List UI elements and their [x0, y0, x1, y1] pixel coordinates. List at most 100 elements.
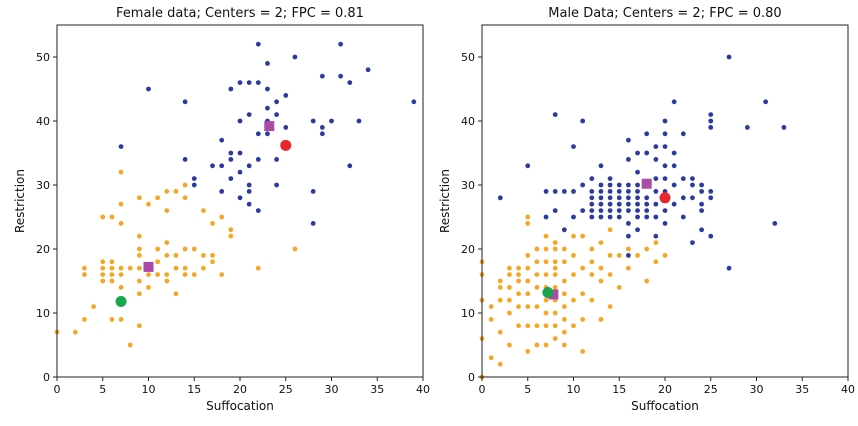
data-point	[699, 189, 704, 194]
data-point	[598, 208, 604, 214]
data-point	[552, 246, 558, 252]
data-point	[146, 285, 151, 290]
data-point	[671, 182, 677, 188]
data-point	[552, 240, 558, 246]
data-point	[228, 176, 234, 182]
data-point	[219, 163, 225, 169]
data-point	[699, 182, 704, 188]
data-point	[310, 118, 316, 124]
data-point	[497, 361, 503, 367]
data-point	[744, 125, 750, 130]
data-point	[662, 253, 668, 258]
y-tick-label: 20	[36, 243, 50, 256]
data-point	[201, 253, 206, 258]
data-point	[136, 246, 142, 252]
data-point	[671, 163, 677, 169]
data-point	[191, 272, 197, 277]
data-point	[182, 195, 188, 201]
data-point	[219, 272, 225, 277]
data-point	[571, 323, 576, 329]
data-point	[507, 265, 512, 271]
data-point	[589, 259, 595, 265]
data-point	[319, 73, 325, 79]
data-point	[146, 201, 151, 207]
chart-title: Female data; Centers = 2; FPC = 0.81	[116, 6, 364, 21]
data-point	[552, 189, 558, 194]
data-point	[680, 214, 686, 220]
data-point	[552, 323, 558, 329]
data-point	[109, 272, 115, 277]
data-point	[635, 195, 640, 201]
data-point	[616, 195, 622, 201]
data-point	[136, 278, 142, 284]
data-point	[497, 329, 503, 335]
data-point	[607, 253, 613, 258]
data-point	[662, 118, 668, 124]
data-point	[525, 349, 531, 354]
data-point	[210, 163, 215, 169]
data-point	[164, 253, 170, 258]
data-point	[292, 246, 298, 252]
data-point	[571, 297, 576, 303]
data-point	[319, 131, 325, 137]
data-point	[516, 323, 521, 329]
data-point	[598, 189, 604, 194]
y-tick-label: 40	[36, 115, 50, 128]
data-point	[534, 342, 540, 348]
data-point	[411, 99, 417, 105]
data-point	[543, 189, 549, 194]
data-point	[219, 214, 225, 220]
data-point	[136, 265, 142, 271]
data-point	[182, 182, 188, 188]
data-point	[274, 99, 279, 105]
data-point	[516, 291, 521, 297]
data-point	[91, 304, 96, 309]
data-point	[589, 214, 595, 220]
data-point	[173, 253, 179, 258]
x-tick-label: 0	[54, 383, 61, 396]
data-point	[82, 265, 87, 271]
x-tick-label: 20	[233, 383, 247, 396]
data-point	[552, 112, 558, 117]
data-point	[488, 304, 494, 309]
y-tick-label: 10	[36, 307, 50, 320]
data-point	[552, 259, 558, 265]
data-point	[607, 272, 613, 277]
data-point	[589, 246, 595, 252]
data-point	[534, 259, 540, 265]
data-point	[118, 169, 124, 175]
data-point	[525, 253, 531, 258]
data-point	[580, 291, 586, 297]
data-point	[726, 54, 732, 60]
data-point	[772, 221, 778, 226]
data-point	[708, 112, 714, 117]
data-point	[708, 233, 714, 239]
data-point	[653, 176, 659, 182]
data-point	[497, 285, 503, 290]
data-point	[265, 105, 270, 111]
x-tick-label: 10	[142, 383, 156, 396]
data-point	[525, 291, 531, 297]
data-point	[635, 253, 640, 258]
data-point	[671, 150, 677, 156]
data-point	[182, 246, 188, 252]
data-point	[635, 227, 640, 233]
data-point	[82, 317, 87, 322]
data-point	[488, 317, 494, 322]
data-point	[338, 73, 344, 79]
data-point	[543, 214, 549, 220]
data-point	[118, 317, 124, 322]
data-point	[72, 329, 78, 335]
data-point	[680, 195, 686, 201]
data-point	[507, 285, 512, 290]
data-point	[653, 259, 659, 265]
data-point	[571, 214, 576, 220]
data-point	[543, 259, 549, 265]
data-point	[607, 304, 613, 309]
data-point	[616, 214, 622, 220]
data-point	[644, 208, 650, 214]
data-point	[607, 189, 613, 194]
data-point	[173, 189, 179, 194]
data-point	[534, 246, 540, 252]
